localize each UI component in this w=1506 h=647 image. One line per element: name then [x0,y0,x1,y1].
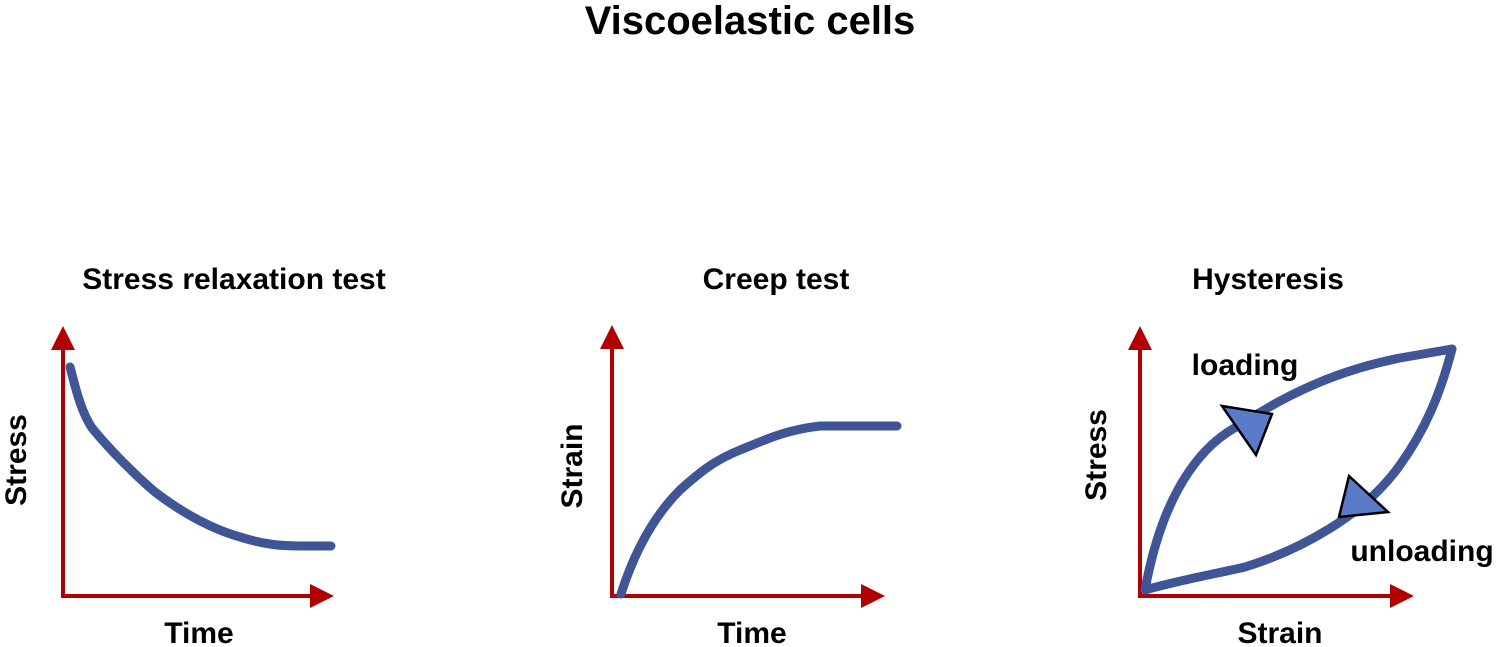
hysteresis-panel: Hysteresis loading unloading Strain Stre… [1080,263,1494,647]
loading-direction-arrow [1219,404,1274,458]
creep-title: Creep test [703,263,850,296]
hysteresis-y-label: Stress [1080,409,1113,501]
stress-relaxation-curve [65,362,336,551]
stress-relaxation-title: Stress relaxation test [82,263,385,296]
hysteresis-unloading-curve [1140,344,1457,595]
creep-curve [616,421,902,599]
loading-label: loading [1192,349,1299,382]
stress-relaxation-x-label: Time [164,617,233,647]
hysteresis-x-label: Strain [1237,617,1322,647]
stress-relaxation-panel: Stress relaxation test Time Stress [0,263,386,647]
stress-relaxation-y-label: Stress [0,414,33,506]
unloading-direction-arrow [1337,473,1391,519]
unloading-label: unloading [1350,535,1493,568]
figure-title: Viscoelastic cells [585,0,916,43]
hysteresis-title: Hysteresis [1192,263,1344,296]
creep-y-label: Strain [556,423,589,508]
creep-panel: Creep test Time Strain [556,263,902,647]
creep-x-label: Time [717,617,786,647]
